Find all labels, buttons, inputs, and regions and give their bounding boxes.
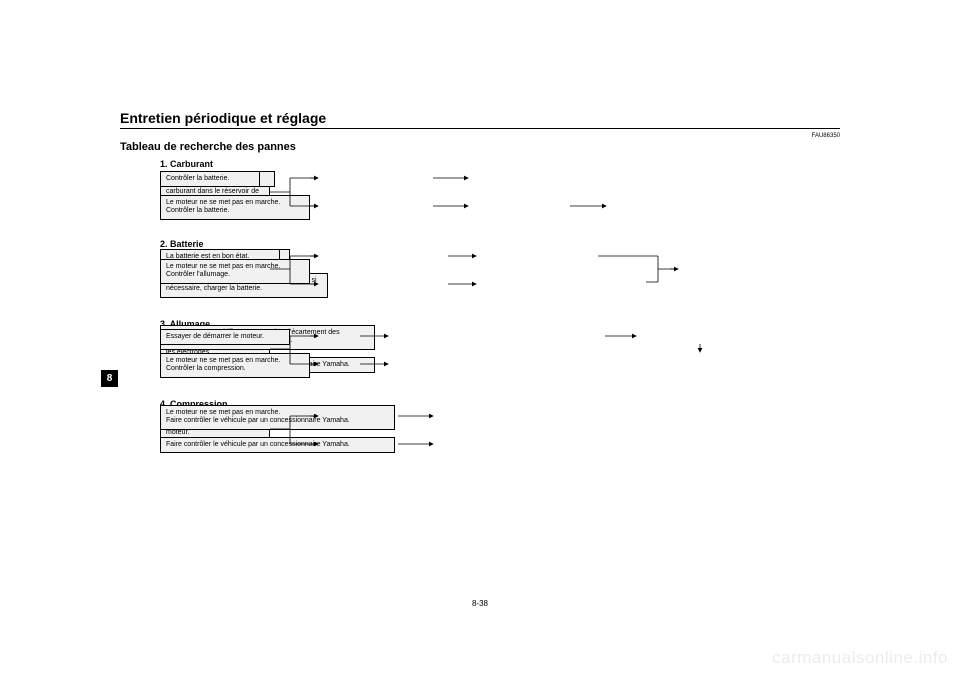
flow-battery: 2. Batterie Actionner le démarreur élect… xyxy=(160,239,840,301)
flow-battery-title: 2. Batterie xyxy=(160,239,840,249)
ignition-bot-final: Le moteur ne se met pas en marche. Contr… xyxy=(160,353,310,378)
compression-bot-result: Faire contrôler le véhicule par un conce… xyxy=(160,437,395,453)
fuel-bot-final: Le moteur ne se met pas en marche. Contr… xyxy=(160,195,310,220)
page-number: 8-38 xyxy=(0,599,960,608)
flow-ignition: 3. Allumage Déposer la bougie et contrôl… xyxy=(160,319,840,381)
compression-top-result: Le moteur ne se met pas en marche. Faire… xyxy=(160,405,395,430)
battery-final: Le moteur ne se met pas en marche. Contr… xyxy=(160,259,310,284)
flow-compression: 4. Compression Essayer de démarrer le mo… xyxy=(160,399,840,457)
doc-code: FAU86350 xyxy=(120,133,840,139)
section-title: Tableau de recherche des pannes xyxy=(120,141,840,153)
ignition-top-final: Essayer de démarrer le moteur. xyxy=(160,329,290,345)
page-content: Entretien périodique et réglage FAU86350… xyxy=(120,110,840,475)
chapter-tab: 8 xyxy=(101,370,118,387)
flow-fuel: 1. Carburant Contrôler le niveau de carb… xyxy=(160,159,840,221)
watermark: carmanualsonline.info xyxy=(772,648,948,668)
fuel-top-result: Contrôler la batterie. xyxy=(160,171,260,187)
flow-fuel-title: 1. Carburant xyxy=(160,159,840,169)
page-title: Entretien périodique et réglage xyxy=(120,110,840,129)
